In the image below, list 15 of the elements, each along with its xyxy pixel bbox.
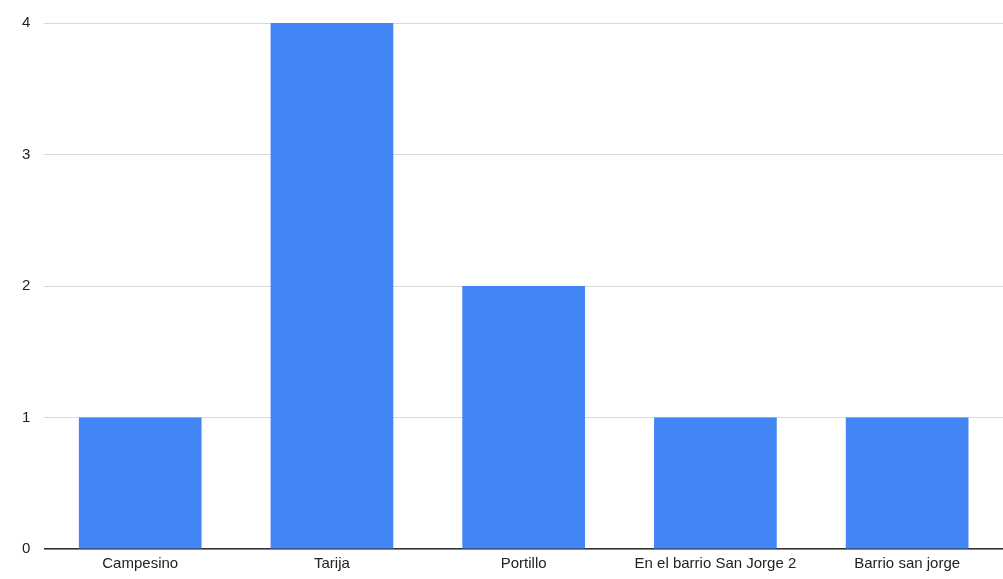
y-tick-label: 0 [22, 539, 31, 557]
y-tick-label: 1 [22, 407, 31, 425]
bar [78, 417, 202, 549]
bar [654, 417, 777, 549]
bar [845, 417, 969, 549]
bar [462, 286, 586, 549]
x-tick-label: En el barrio San Jorge 2 [634, 554, 797, 572]
y-tick-label: 4 [22, 13, 31, 31]
x-tick-label: Barrio san jorge [854, 554, 961, 572]
x-tick-label: Tarija [314, 554, 351, 572]
bar [270, 23, 394, 549]
x-tick-label: Portillo [500, 554, 547, 572]
x-tick-label: Campesino [102, 554, 179, 572]
y-tick-label: 2 [22, 276, 31, 294]
y-tick-label: 3 [22, 144, 31, 162]
